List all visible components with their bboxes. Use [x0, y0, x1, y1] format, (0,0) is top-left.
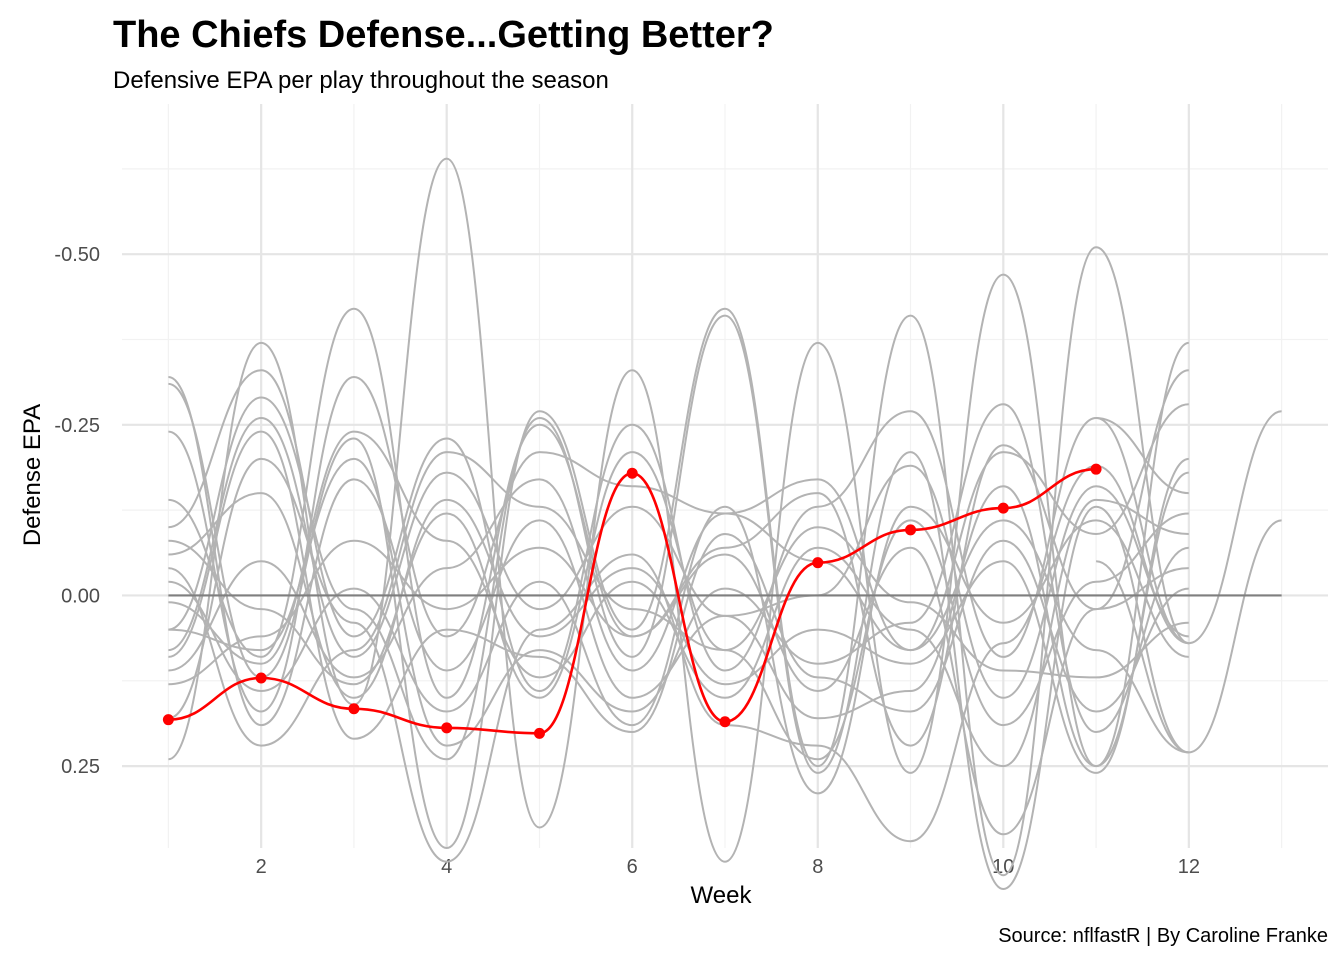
y-tick-label: -0.50: [54, 244, 100, 266]
chart-subtitle: Defensive EPA per play throughout the se…: [113, 67, 609, 94]
team-series-line: [1095, 519, 1282, 754]
chiefs-data-point: [626, 467, 638, 479]
team-series-line: [168, 246, 1190, 877]
x-tick-label: 4: [441, 856, 452, 878]
chiefs-data-point: [1090, 463, 1102, 475]
y-tick-label: 0.00: [61, 585, 100, 607]
y-axis-ticks: -0.50 -0.25 0.00 0.25: [54, 244, 100, 778]
team-series-line: [168, 451, 1189, 761]
x-axis-title: Week: [691, 882, 753, 909]
chiefs-series: [162, 463, 1102, 739]
chiefs-data-point: [997, 502, 1009, 514]
team-series-line: [168, 457, 1190, 774]
team-series-line: [1095, 410, 1282, 645]
team-series-line: [168, 314, 1189, 891]
team-series-line: [168, 457, 1189, 863]
team-series-line: [168, 307, 1189, 747]
y-tick-label: -0.25: [54, 415, 100, 437]
team-series-line: [168, 478, 1189, 754]
chiefs-data-point: [812, 557, 824, 569]
chart-title: The Chiefs Defense...Getting Better?: [113, 14, 774, 56]
chiefs-data-point: [441, 722, 453, 734]
team-series-line: [168, 403, 1189, 747]
x-tick-label: 12: [1178, 856, 1200, 878]
team-series-line: [168, 451, 1189, 747]
chiefs-data-point: [719, 716, 731, 728]
team-series-line: [168, 539, 1189, 836]
chiefs-data-point: [533, 727, 545, 739]
chiefs-data-point: [348, 703, 360, 715]
team-series-line: [168, 430, 1189, 740]
x-tick-label: 8: [812, 856, 823, 878]
chiefs-series-line: [168, 467, 1097, 735]
x-tick-label: 2: [256, 856, 267, 878]
chart-caption: Source: nflfastR | By Caroline Franke: [998, 925, 1328, 947]
chiefs-data-point: [162, 714, 174, 726]
chiefs-data-point: [905, 524, 917, 536]
y-tick-label: 0.25: [61, 756, 100, 778]
team-series-line: [168, 369, 1189, 693]
other-team-series: [168, 157, 1282, 891]
y-axis-title: Defense EPA: [19, 404, 46, 546]
chiefs-data-point: [255, 672, 267, 684]
x-tick-label: 6: [627, 856, 638, 878]
x-axis-ticks: 2 4 6 8 10 12: [256, 856, 1200, 878]
